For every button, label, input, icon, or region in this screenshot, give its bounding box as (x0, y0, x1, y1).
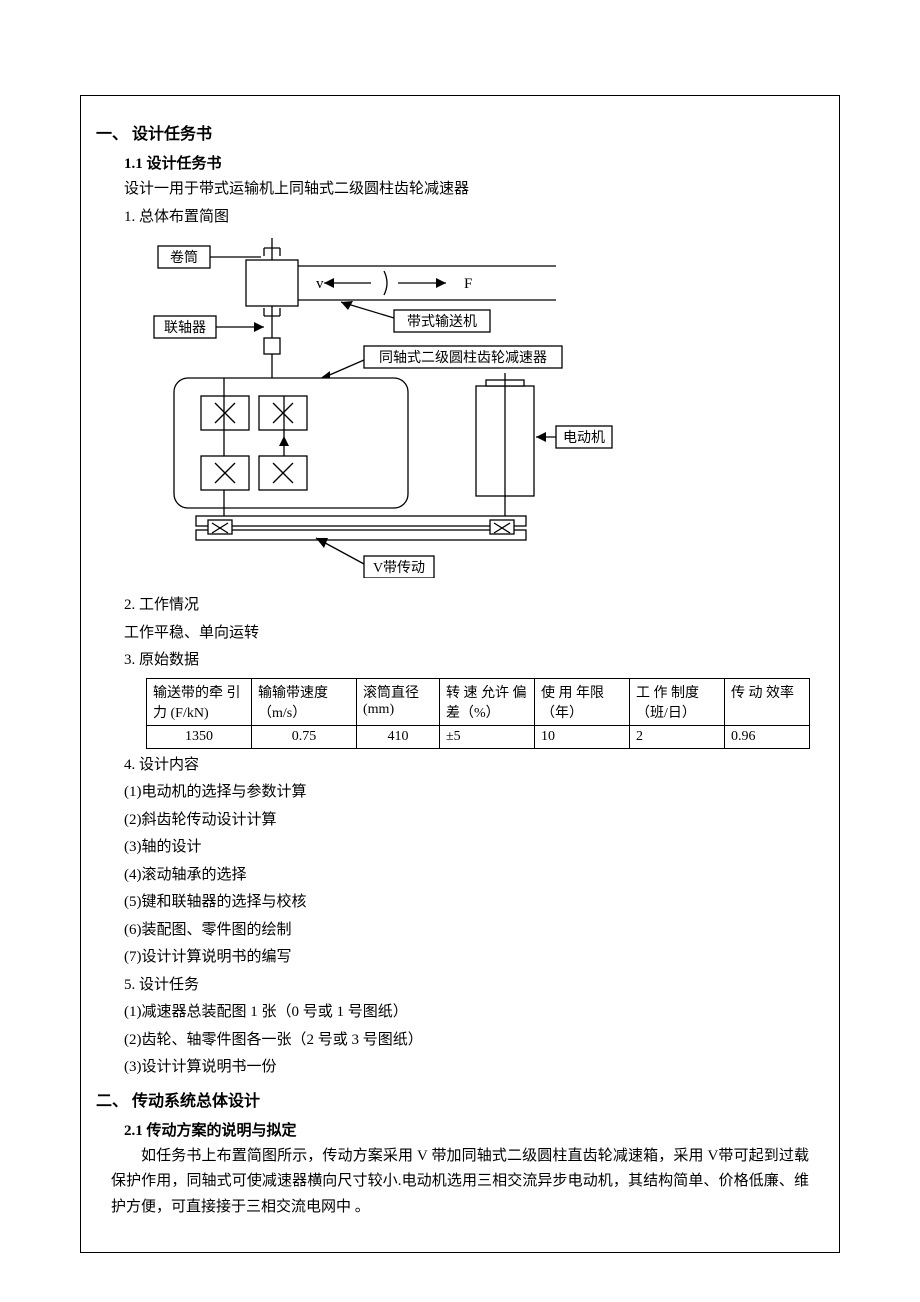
th-1: 输输带速度（m/s） (252, 678, 357, 725)
section2-1-title: 2.1 传动方案的说明与拟定 (124, 1119, 824, 1140)
list-item: (1)电动机的选择与参数计算 (124, 780, 824, 806)
td-1: 0.75 (252, 725, 357, 748)
juantong-label: 卷筒 (170, 249, 198, 266)
diagram-svg: 卷筒 v F (146, 238, 686, 578)
item2-label: 2. 工作情况 (124, 593, 824, 619)
page-border: 一、 设计任务书 1.1 设计任务书 设计一用于带式运输机上同轴式二级圆柱齿轮减… (80, 95, 840, 1253)
td-5: 2 (630, 725, 725, 748)
td-0: 1350 (147, 725, 252, 748)
F-label: F (464, 276, 472, 292)
motor-label: 电动机 (563, 430, 605, 446)
td-4: 10 (535, 725, 630, 748)
td-6: 0.96 (725, 725, 810, 748)
section2-title: 二、 传动系统总体设计 (96, 1087, 824, 1111)
th-2: 滚筒直径(mm) (357, 678, 440, 725)
list-item: (2)斜齿轮传动设计计算 (124, 808, 824, 834)
layout-diagram: 卷筒 v F (146, 238, 824, 583)
section1-1-title: 1.1 设计任务书 (124, 152, 824, 173)
th-5: 工 作 制度（班/日） (630, 678, 725, 725)
item5-label: 5. 设计任务 (124, 973, 824, 999)
section1-title: 一、 设计任务书 (96, 120, 824, 144)
params-table: 输送带的牵 引 力 (F/kN) 输输带速度（m/s） 滚筒直径(mm) 转 速… (146, 678, 810, 749)
section2-1-para: 如任务书上布置简图所示，传动方案采用 V 带加同轴式二级圆柱直齿轮减速箱，采用 … (111, 1144, 809, 1221)
th-6: 传 动 效率 (725, 678, 810, 725)
section1-1-desc: 设计一用于带式运输机上同轴式二级圆柱齿轮减速器 (124, 177, 824, 203)
lianzhouqi-label: 联轴器 (164, 320, 206, 336)
v-label: v (316, 276, 324, 292)
list-item: (2)齿轮、轴零件图各一张（2 号或 3 号图纸） (124, 1028, 824, 1054)
list-item: (6)装配图、零件图的绘制 (124, 918, 824, 944)
daishi-label: 带式输送机 (407, 314, 477, 330)
list-item: (5)键和联轴器的选择与校核 (124, 890, 824, 916)
td-3: ±5 (440, 725, 535, 748)
list-item: (4)滚动轴承的选择 (124, 863, 824, 889)
item4-label: 4. 设计内容 (124, 753, 824, 779)
list-item: (3)设计计算说明书一份 (124, 1055, 824, 1081)
list-item: (1)减速器总装配图 1 张（0 号或 1 号图纸） (124, 1000, 824, 1026)
list-item: (7)设计计算说明书的编写 (124, 945, 824, 971)
th-4: 使 用 年限（年） (535, 678, 630, 725)
item1-label: 1. 总体布置简图 (124, 205, 824, 231)
tongzhou-label: 同轴式二级圆柱齿轮减速器 (379, 350, 547, 366)
td-2: 410 (357, 725, 440, 748)
th-3: 转 速 允许 偏 差（%） (440, 678, 535, 725)
item2-desc: 工作平稳、单向运转 (124, 621, 824, 647)
list-item: (3)轴的设计 (124, 835, 824, 861)
vbelt-label: V带传动 (373, 560, 425, 576)
table-header-row: 输送带的牵 引 力 (F/kN) 输输带速度（m/s） 滚筒直径(mm) 转 速… (147, 678, 810, 725)
item3-label: 3. 原始数据 (124, 648, 824, 674)
th-0: 输送带的牵 引 力 (F/kN) (147, 678, 252, 725)
table-data-row: 1350 0.75 410 ±5 10 2 0.96 (147, 725, 810, 748)
